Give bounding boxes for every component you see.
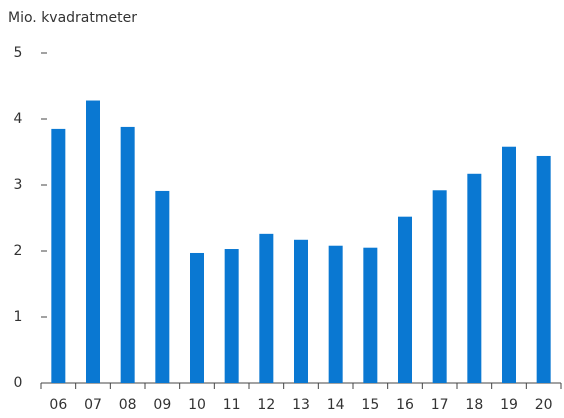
x-tick-label: 08 xyxy=(119,397,137,413)
bar xyxy=(190,252,204,383)
x-tick-label: 14 xyxy=(327,397,345,413)
bar xyxy=(259,233,274,383)
x-tick-label: 11 xyxy=(223,397,241,413)
y-tick-label: 0 xyxy=(14,375,23,391)
bar xyxy=(120,126,135,384)
bar xyxy=(536,155,551,383)
bar xyxy=(432,190,447,383)
y-axis-label: Mio. kvadratmeter xyxy=(8,10,137,26)
x-tick-label: 15 xyxy=(361,397,379,413)
x-tick-label: 13 xyxy=(292,397,310,413)
x-tick-label: 17 xyxy=(431,397,449,413)
x-tick-label: 06 xyxy=(49,397,67,413)
bar xyxy=(328,245,343,383)
y-tick-label: 1 xyxy=(14,309,23,325)
bar xyxy=(467,173,482,383)
bar xyxy=(155,190,170,383)
y-tick-label: 2 xyxy=(14,243,23,259)
x-tick-label: 09 xyxy=(153,397,171,413)
bar xyxy=(363,247,378,383)
bar xyxy=(86,100,100,384)
bar xyxy=(398,216,412,383)
y-tick-label: 5 xyxy=(14,45,23,61)
x-tick-label: 18 xyxy=(465,397,483,413)
x-tick-label: 07 xyxy=(84,397,102,413)
x-tick-label: 10 xyxy=(188,397,206,413)
bar xyxy=(224,249,239,383)
x-tick-label: 19 xyxy=(500,397,518,413)
x-tick-label: 16 xyxy=(396,397,414,413)
x-tick-label: 12 xyxy=(257,397,275,413)
bar xyxy=(294,239,308,383)
y-tick-label: 3 xyxy=(14,177,23,193)
bar xyxy=(502,146,516,383)
x-tick-label: 20 xyxy=(535,397,553,413)
bar xyxy=(51,128,66,383)
y-tick-label: 4 xyxy=(14,111,23,127)
